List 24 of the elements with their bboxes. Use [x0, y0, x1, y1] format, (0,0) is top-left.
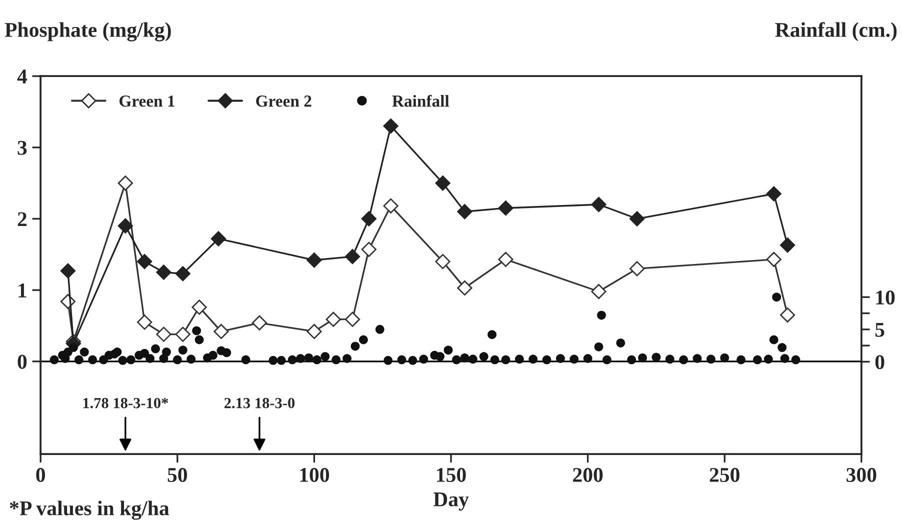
x-axis-title: Day [433, 492, 469, 511]
y-tick-label: 4 [17, 70, 28, 84]
x-tick-label: 300 [846, 468, 876, 482]
x-tick-label: 150 [437, 468, 466, 482]
x-tick-label: 250 [710, 468, 740, 482]
x-tick-label: 100 [300, 468, 330, 482]
y-tick-label: 1 [18, 284, 26, 298]
y2-axis-title: Rainfall (cm.) [775, 22, 897, 42]
x-tick-label: 0 [36, 468, 46, 482]
annotation: 1.78 18-3-10* [83, 398, 168, 408]
y2-tick-label: 10 [876, 290, 895, 305]
text: *P values in kg/ha [10, 500, 170, 520]
legend-label: Green 1 [119, 96, 174, 107]
y2-tick-label: 5 [875, 323, 884, 337]
x-tick-label: 50 [168, 468, 188, 482]
legend-label: Rainfall [392, 94, 450, 107]
legend-label: Green 2 [256, 96, 312, 107]
annotation: 2.13 18-3-0 [224, 398, 295, 408]
y-tick-label: 3 [18, 140, 27, 155]
y2-tick-label: 0 [875, 355, 884, 370]
y-axis-title: Phosphate (mg/kg) [4, 22, 171, 42]
y-tick-label: 0 [18, 354, 27, 369]
x-tick-label: 200 [573, 468, 603, 482]
y-tick-label: 2 [18, 212, 26, 226]
